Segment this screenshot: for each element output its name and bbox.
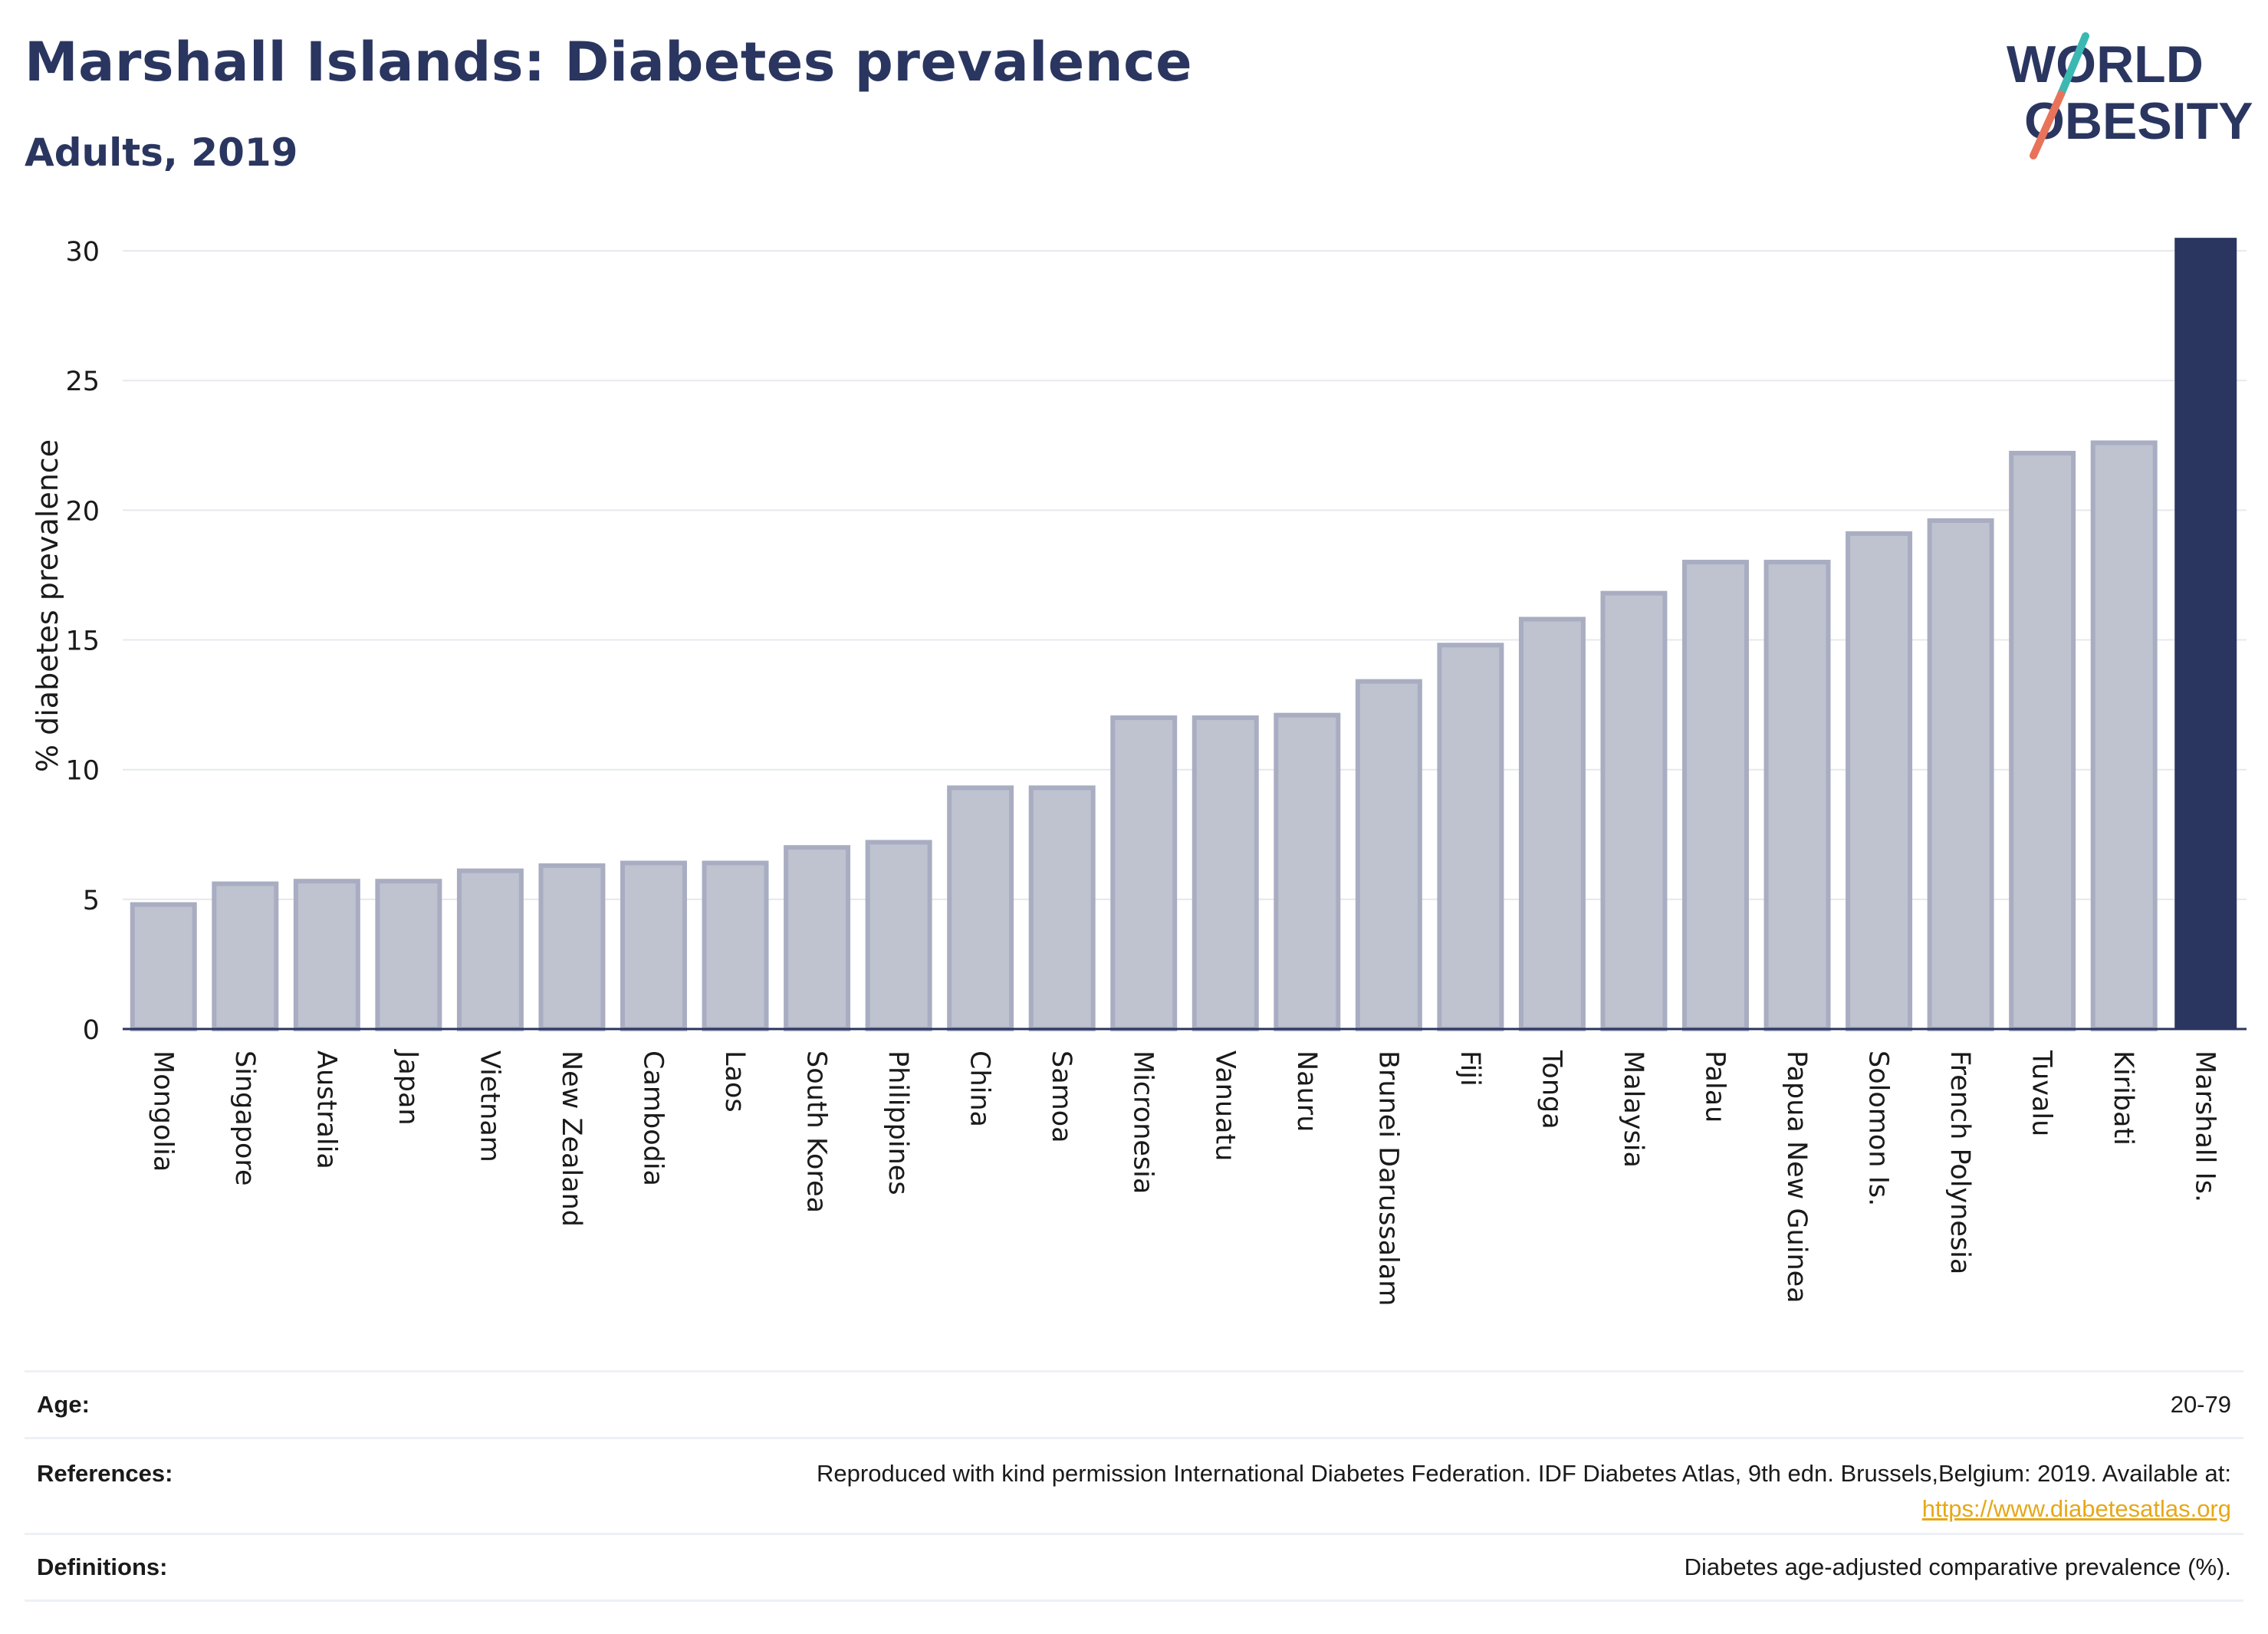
bar-highlight (2174, 238, 2237, 1029)
x-tick-label: Nauru (1291, 1050, 1322, 1132)
x-tick-label: Cambodia (638, 1050, 669, 1186)
age-value: 20-79 (2170, 1391, 2231, 1418)
bar-chart: 0 5 10 15 20 25 30 Mongolia Singapore Australia Ja… (31, 237, 2247, 1306)
y-tick-label: 20 (65, 496, 100, 527)
x-tick-label: Fiji (1454, 1050, 1485, 1087)
references-label: References: (37, 1460, 173, 1487)
age-row: Age: 20-79 (25, 1370, 2243, 1437)
y-tick-label: 10 (65, 756, 100, 787)
references-row: References: Reproduced with kind permiss… (25, 1437, 2243, 1533)
bar (1437, 643, 1504, 1031)
y-tick-label: 5 (83, 886, 100, 916)
x-tick-label: Singapore (229, 1050, 260, 1186)
x-tick-label: Mongolia (147, 1050, 178, 1172)
bar (1518, 616, 1586, 1031)
bar (865, 840, 932, 1031)
bar (1355, 679, 1422, 1032)
y-axis-label: % diabetes prevalence (31, 439, 64, 772)
x-tick-label: Brunei Darussalam (1372, 1050, 1403, 1306)
x-tick-label: Papua New Guinea (1781, 1050, 1812, 1304)
x-tick-label: Laos (719, 1050, 750, 1113)
x-tick-label: Vietnam (474, 1050, 505, 1162)
logo-slash-bottom (2030, 90, 2065, 159)
bar (2090, 440, 2158, 1031)
logo-word-world: WORLD (2007, 35, 2204, 94)
x-tick-label: South Korea (801, 1050, 832, 1213)
bar (1028, 785, 1096, 1031)
bar (538, 863, 606, 1032)
y-tick-label: 15 (65, 626, 100, 657)
bar (2009, 450, 2076, 1031)
bar (1192, 715, 1259, 1032)
x-tick-label: Malaysia (1618, 1050, 1648, 1168)
x-tick-label: Australia (311, 1050, 341, 1169)
references-text: Reproduced with kind permission Internat… (817, 1460, 2231, 1487)
bar (1274, 712, 1341, 1032)
x-tick-label: China (965, 1050, 995, 1127)
bar (293, 879, 360, 1032)
bar (1600, 590, 1668, 1031)
x-tick-label: Japan (393, 1049, 423, 1126)
bar (375, 879, 442, 1032)
definitions-row: Definitions: Diabetes age-adjusted compa… (25, 1533, 2243, 1602)
x-tick-label: Tuvalu (2026, 1050, 2057, 1136)
bar (947, 785, 1014, 1031)
y-tick-label: 0 (83, 1015, 100, 1046)
axes: 0 5 10 15 20 25 30 Mongolia Singapore Australia Ja… (65, 237, 2247, 1306)
bar (1763, 560, 1831, 1031)
chart-subtitle: Adults, 2019 (25, 130, 298, 175)
x-tick-label: French Polynesia (1944, 1050, 1975, 1274)
y-tick-label: 30 (65, 237, 100, 268)
bar (1110, 715, 1178, 1032)
bar (784, 845, 851, 1031)
y-tick-label: 25 (65, 367, 100, 397)
bar (1927, 518, 1994, 1031)
bar (702, 860, 769, 1031)
bar (1846, 531, 1913, 1031)
bar (456, 868, 524, 1032)
chart-title: Marshall Islands: Diabetes prevalence (25, 31, 1193, 94)
x-tick-label: Tonga (1536, 1050, 1566, 1129)
bar (130, 902, 197, 1031)
bar (212, 881, 279, 1031)
x-tick-label: Palau (1700, 1050, 1731, 1123)
logo-slash-top (2057, 32, 2089, 98)
x-tick-label: Kiribati (2108, 1050, 2138, 1146)
bar (1682, 560, 1749, 1031)
x-tick-label: Solomon Is. (1863, 1050, 1894, 1206)
references-value: Reproduced with kind permission Internat… (817, 1456, 2243, 1527)
x-tick-label: Samoa (1046, 1050, 1076, 1143)
world-obesity-logo: WORLD OBESITY (2007, 32, 2253, 159)
definitions-label: Definitions: (37, 1553, 168, 1580)
definitions-value: Diabetes age-adjusted comparative preval… (1684, 1553, 2231, 1580)
age-label: Age: (37, 1391, 90, 1418)
x-tick-label: Micronesia (1128, 1050, 1159, 1194)
logo-word-obesity: OBESITY (2024, 92, 2253, 150)
x-tick-label: Philippines (883, 1050, 913, 1195)
diabetes-atlas-link[interactable]: https://www.diabetesatlas.org (1921, 1495, 2231, 1522)
bars (130, 238, 2237, 1032)
x-tick-label: Vanuatu (1209, 1050, 1240, 1161)
x-tick-label: New Zealand (556, 1050, 587, 1227)
x-tick-label: Marshall Is. (2190, 1050, 2220, 1202)
reference-table: Age: 20-79 References: Reproduced with k… (25, 1370, 2243, 1602)
bar (620, 860, 687, 1031)
